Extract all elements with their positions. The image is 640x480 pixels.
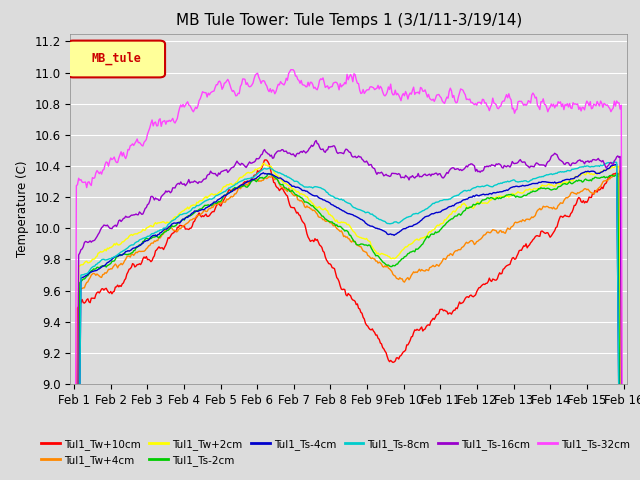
Legend: Tul1_Tw+10cm, Tul1_Tw+4cm, Tul1_Tw+2cm, Tul1_Ts-2cm, Tul1_Ts-4cm, Tul1_Ts-8cm, T: Tul1_Tw+10cm, Tul1_Tw+4cm, Tul1_Tw+2cm, … [37,434,634,470]
FancyBboxPatch shape [68,41,165,77]
Text: MB_tule: MB_tule [92,52,141,65]
Y-axis label: Temperature (C): Temperature (C) [16,160,29,257]
Title: MB Tule Tower: Tule Temps 1 (3/1/11-3/19/14): MB Tule Tower: Tule Temps 1 (3/1/11-3/19… [175,13,522,28]
